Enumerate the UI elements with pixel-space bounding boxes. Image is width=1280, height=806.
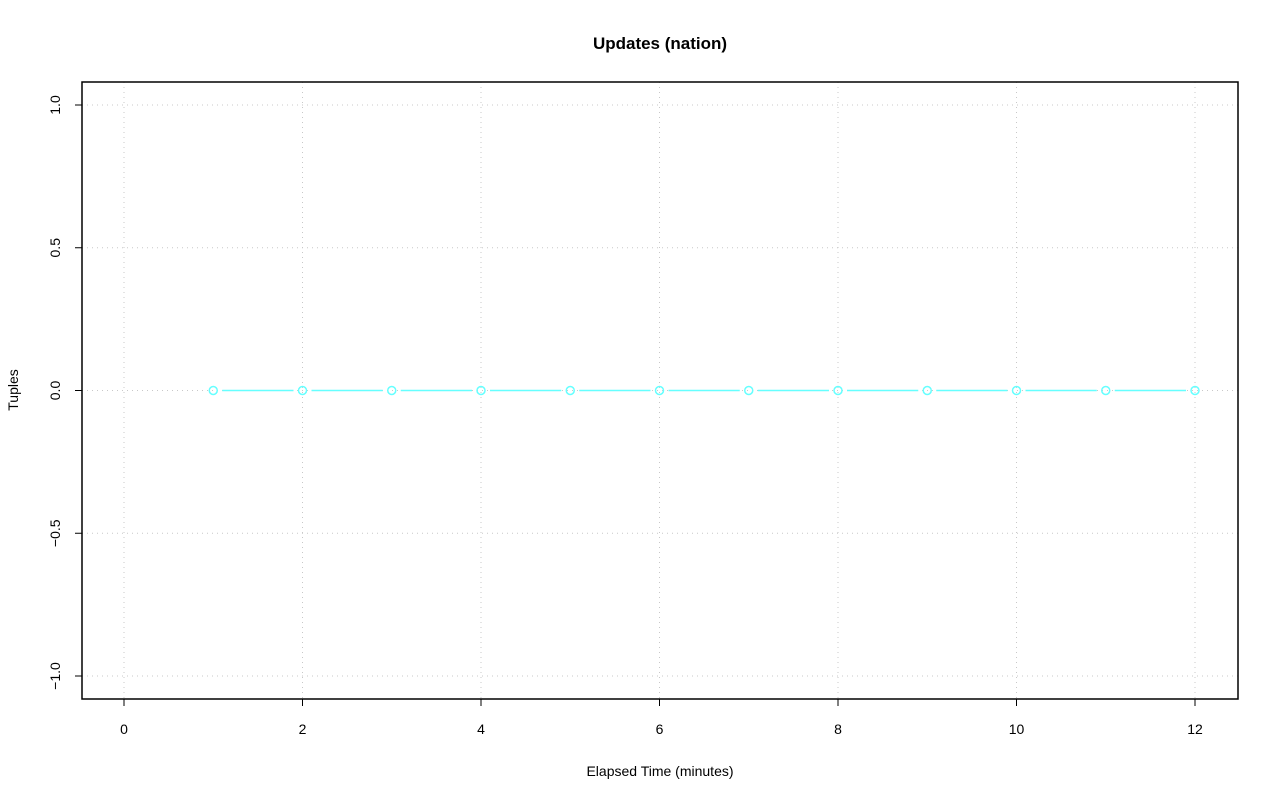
y-axis-label: Tuples — [5, 369, 21, 411]
y-tick-label: −0.5 — [47, 519, 63, 547]
x-axis-label: Elapsed Time (minutes) — [586, 763, 733, 779]
y-tick-label: −1.0 — [47, 662, 63, 690]
data-point — [1190, 385, 1200, 396]
y-tick-label: 1.0 — [47, 95, 63, 115]
data-point — [922, 385, 932, 396]
data-point — [208, 385, 218, 396]
data-point — [833, 385, 843, 396]
x-tick-label: 2 — [299, 721, 307, 737]
y-tick-label: 0.5 — [47, 238, 63, 258]
data-point — [1011, 385, 1022, 396]
chart-title: Updates (nation) — [593, 34, 727, 53]
x-tick-label: 4 — [477, 721, 485, 737]
data-point — [1101, 385, 1111, 396]
y-tick-label: 0.0 — [47, 381, 63, 401]
x-tick-label: 12 — [1187, 721, 1203, 737]
x-axis: 0 2 4 6 8 10 12 — [120, 699, 1203, 737]
data-point — [565, 385, 575, 396]
series — [208, 385, 1200, 396]
data-point — [476, 385, 486, 396]
x-tick-label: 0 — [120, 721, 128, 737]
x-tick-label: 10 — [1009, 721, 1025, 737]
data-point — [654, 385, 665, 396]
data-point — [744, 385, 754, 396]
x-tick-label: 8 — [834, 721, 842, 737]
y-axis: −1.0 −0.5 0.0 0.5 1.0 — [47, 95, 82, 690]
data-point — [297, 385, 308, 396]
x-tick-label: 6 — [656, 721, 664, 737]
data-point — [387, 385, 397, 396]
